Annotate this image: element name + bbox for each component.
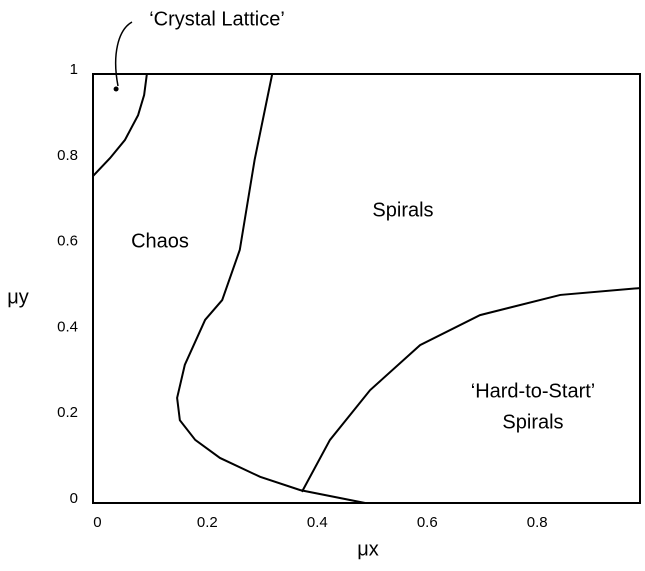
y-tick-label: 0.6	[57, 233, 78, 250]
y-tick-label: 0	[70, 490, 78, 507]
x-tick-label: 0.2	[197, 514, 218, 531]
y-tick-label: 1	[70, 61, 78, 78]
y-tick-label: 0.2	[57, 404, 78, 421]
annotation: Spirals	[502, 411, 563, 433]
annotation: Spirals	[372, 199, 433, 221]
x-tick-label: 0.8	[527, 514, 548, 531]
x-tick-label: 0.6	[417, 514, 438, 531]
boundary-line	[301, 287, 641, 493]
annotation: Chaos	[131, 230, 189, 252]
x-tick-label: 0.4	[307, 514, 328, 531]
annotation: ‘Hard-to-Start’	[471, 380, 595, 402]
annotation: ‘Crystal Lattice’	[149, 8, 285, 30]
y-axis-label: μy	[7, 286, 29, 308]
y-tick-label: 0.8	[57, 147, 78, 164]
leader-line	[114, 21, 133, 87]
boundary-line	[92, 73, 148, 177]
boundary-line	[176, 73, 366, 504]
x-axis-label: μx	[357, 538, 379, 560]
plot-frame	[92, 73, 641, 504]
marker-point	[113, 86, 119, 92]
y-tick-label: 0.4	[57, 318, 78, 335]
x-tick-label: 0	[93, 514, 101, 531]
